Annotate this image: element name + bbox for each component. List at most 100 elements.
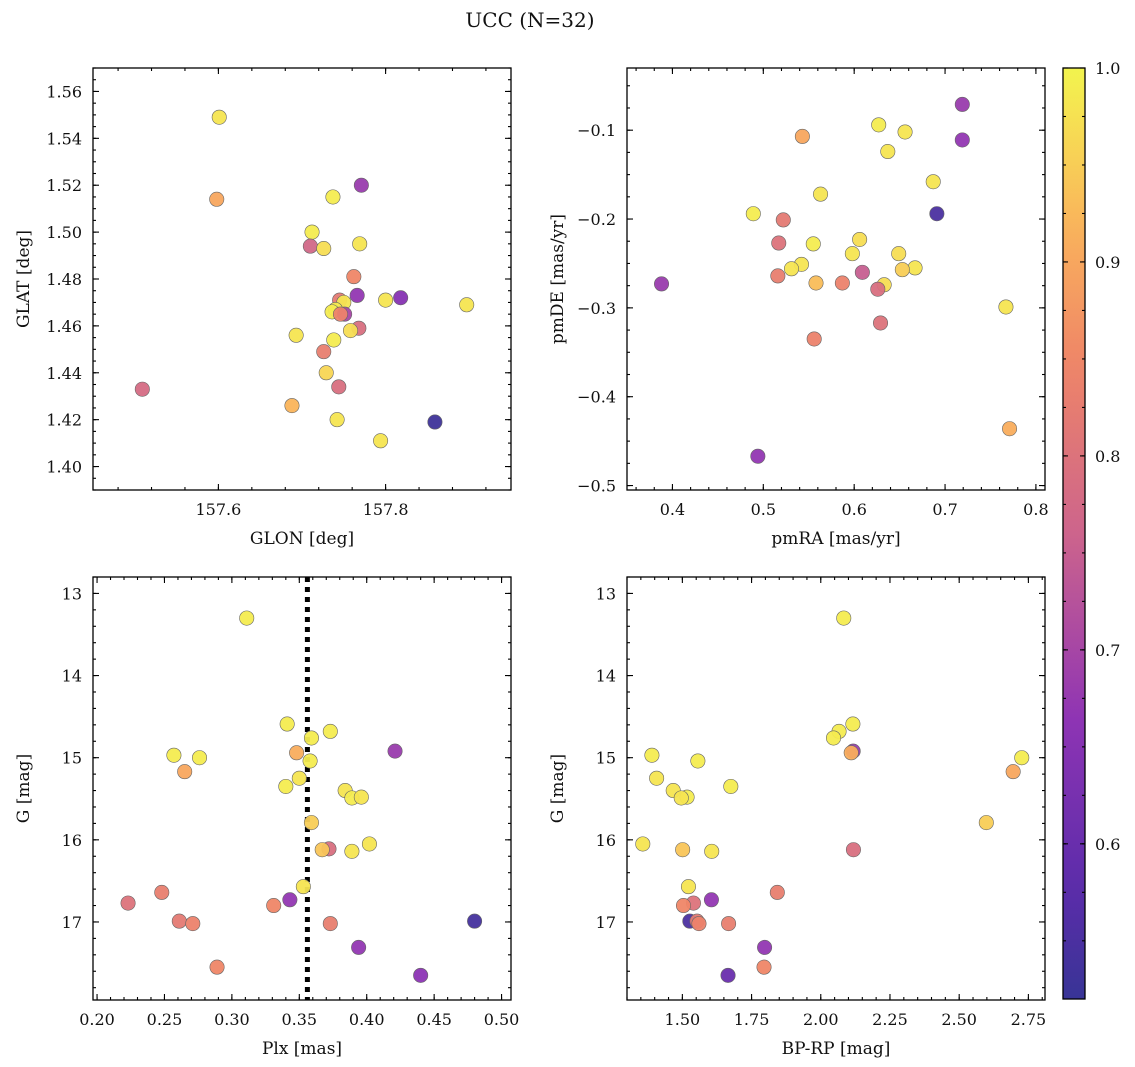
y-tick-label: 16 xyxy=(62,831,82,850)
x-tick-label: 2.75 xyxy=(1011,1010,1047,1029)
data-point xyxy=(775,212,791,228)
x-axis-label: pmRA [mas/yr] xyxy=(771,529,900,549)
y-tick-label: −0.5 xyxy=(577,477,616,496)
data-point xyxy=(806,331,822,347)
data-point xyxy=(854,264,870,280)
y-tick-label: −0.4 xyxy=(577,388,616,407)
data-point xyxy=(325,189,341,205)
data-point xyxy=(284,398,300,414)
data-point xyxy=(278,778,294,794)
data-point xyxy=(302,238,318,254)
y-tick-label: 14 xyxy=(62,667,82,686)
data-point xyxy=(834,275,850,291)
data-point xyxy=(378,292,394,308)
x-tick-label: 0.25 xyxy=(147,1010,183,1029)
data-point xyxy=(413,967,429,983)
data-point xyxy=(826,730,842,746)
data-point xyxy=(721,916,737,932)
data-point xyxy=(331,379,347,395)
colorbar-gradient xyxy=(1063,68,1085,999)
data-point xyxy=(154,884,170,900)
panel-plx-g: 0.20 0.25 0.30 0.35 0.40 0.45 0.50 13 14 15 16 17 Pl… xyxy=(14,576,519,1059)
x-tick-label: 0.40 xyxy=(349,1010,385,1029)
data-point xyxy=(427,414,443,430)
data-point xyxy=(852,231,868,247)
data-point xyxy=(954,132,970,148)
data-point xyxy=(211,109,227,125)
data-point xyxy=(329,412,345,428)
axes-frame xyxy=(626,67,1046,491)
data-point xyxy=(783,261,799,277)
data-point xyxy=(332,306,348,322)
data-point xyxy=(314,842,330,858)
data-point xyxy=(177,764,193,780)
data-point xyxy=(845,716,861,732)
y-tick-label: 15 xyxy=(62,749,82,768)
data-point xyxy=(723,778,739,794)
data-point xyxy=(209,959,225,975)
y-tick-label: 13 xyxy=(596,584,616,603)
data-point xyxy=(794,128,810,144)
data-point xyxy=(925,174,941,190)
y-tick-label: −0.3 xyxy=(577,299,616,318)
data-point xyxy=(342,323,358,339)
y-tick-label: 1.42 xyxy=(46,411,82,430)
data-point xyxy=(873,315,889,331)
x-tick-label: 0.6 xyxy=(841,500,866,519)
data-point xyxy=(467,913,483,929)
x-tick-label: 1.50 xyxy=(665,1010,701,1029)
data-point xyxy=(750,448,766,464)
data-point xyxy=(757,939,773,955)
x-tick-label: 0.7 xyxy=(932,500,957,519)
y-tick-label: 1.46 xyxy=(46,317,82,336)
x-tick-label: 157.8 xyxy=(363,500,409,519)
panel-glon-glat: 157.6 157.8 1.40 1.42 1.44 1.46 1.48 1.50 1.52 1.… xyxy=(14,67,512,549)
x-tick-label: 0.5 xyxy=(751,500,776,519)
y-tick-label: 13 xyxy=(62,584,82,603)
panel-pmra-pmde: 0.4 0.5 0.6 0.7 0.8 −0.5 −0.4 −0.3 −0.2 −0.1 pmRA … xyxy=(548,67,1049,549)
data-point xyxy=(351,939,367,955)
data-point xyxy=(690,753,706,769)
data-point xyxy=(349,287,365,303)
data-point xyxy=(998,299,1014,315)
x-tick-label: 2.25 xyxy=(872,1010,908,1029)
y-axis-label: pmDE [mas/yr] xyxy=(548,214,568,344)
data-point xyxy=(322,916,338,932)
data-point xyxy=(192,750,208,766)
data-point xyxy=(387,743,403,759)
y-tick-label: 17 xyxy=(62,913,82,932)
x-tick-label: 0.45 xyxy=(416,1010,452,1029)
data-point xyxy=(322,723,338,739)
x-tick-label: 1.75 xyxy=(734,1010,770,1029)
data-point xyxy=(704,843,720,859)
data-point xyxy=(954,96,970,112)
x-axis-label: Plx [mas] xyxy=(262,1039,342,1059)
y-tick-label: 1.52 xyxy=(46,176,82,195)
axes-frame xyxy=(626,576,1046,1001)
x-axis-label: GLON [deg] xyxy=(250,529,354,549)
data-point xyxy=(880,144,896,160)
x-tick-label: 157.6 xyxy=(195,500,241,519)
data-point xyxy=(769,884,785,900)
data-point xyxy=(680,879,696,895)
data-point xyxy=(209,191,225,207)
panel-bprp-g: 1.50 1.75 2.00 2.25 2.50 2.75 13 14 15 16 17 BP-RP … xyxy=(548,576,1047,1059)
data-point xyxy=(302,753,318,769)
data-point xyxy=(675,842,691,858)
y-axis-label: G [mag] xyxy=(14,754,34,823)
data-point xyxy=(649,770,665,786)
data-point xyxy=(316,344,332,360)
colorbar-tick-label: 0.7 xyxy=(1095,641,1120,660)
data-point xyxy=(675,898,691,914)
y-axis-label: G [mag] xyxy=(548,754,568,823)
data-point xyxy=(703,892,719,908)
colorbar-frame xyxy=(1062,67,1086,1000)
data-point xyxy=(304,224,320,240)
data-point xyxy=(303,815,319,831)
x-tick-label: 0.20 xyxy=(79,1010,115,1029)
colorbar: 0.6 0.7 0.8 0.9 1.0 xyxy=(1062,59,1120,1000)
data-point xyxy=(907,260,923,276)
data-point xyxy=(353,177,369,193)
data-point xyxy=(288,327,304,343)
